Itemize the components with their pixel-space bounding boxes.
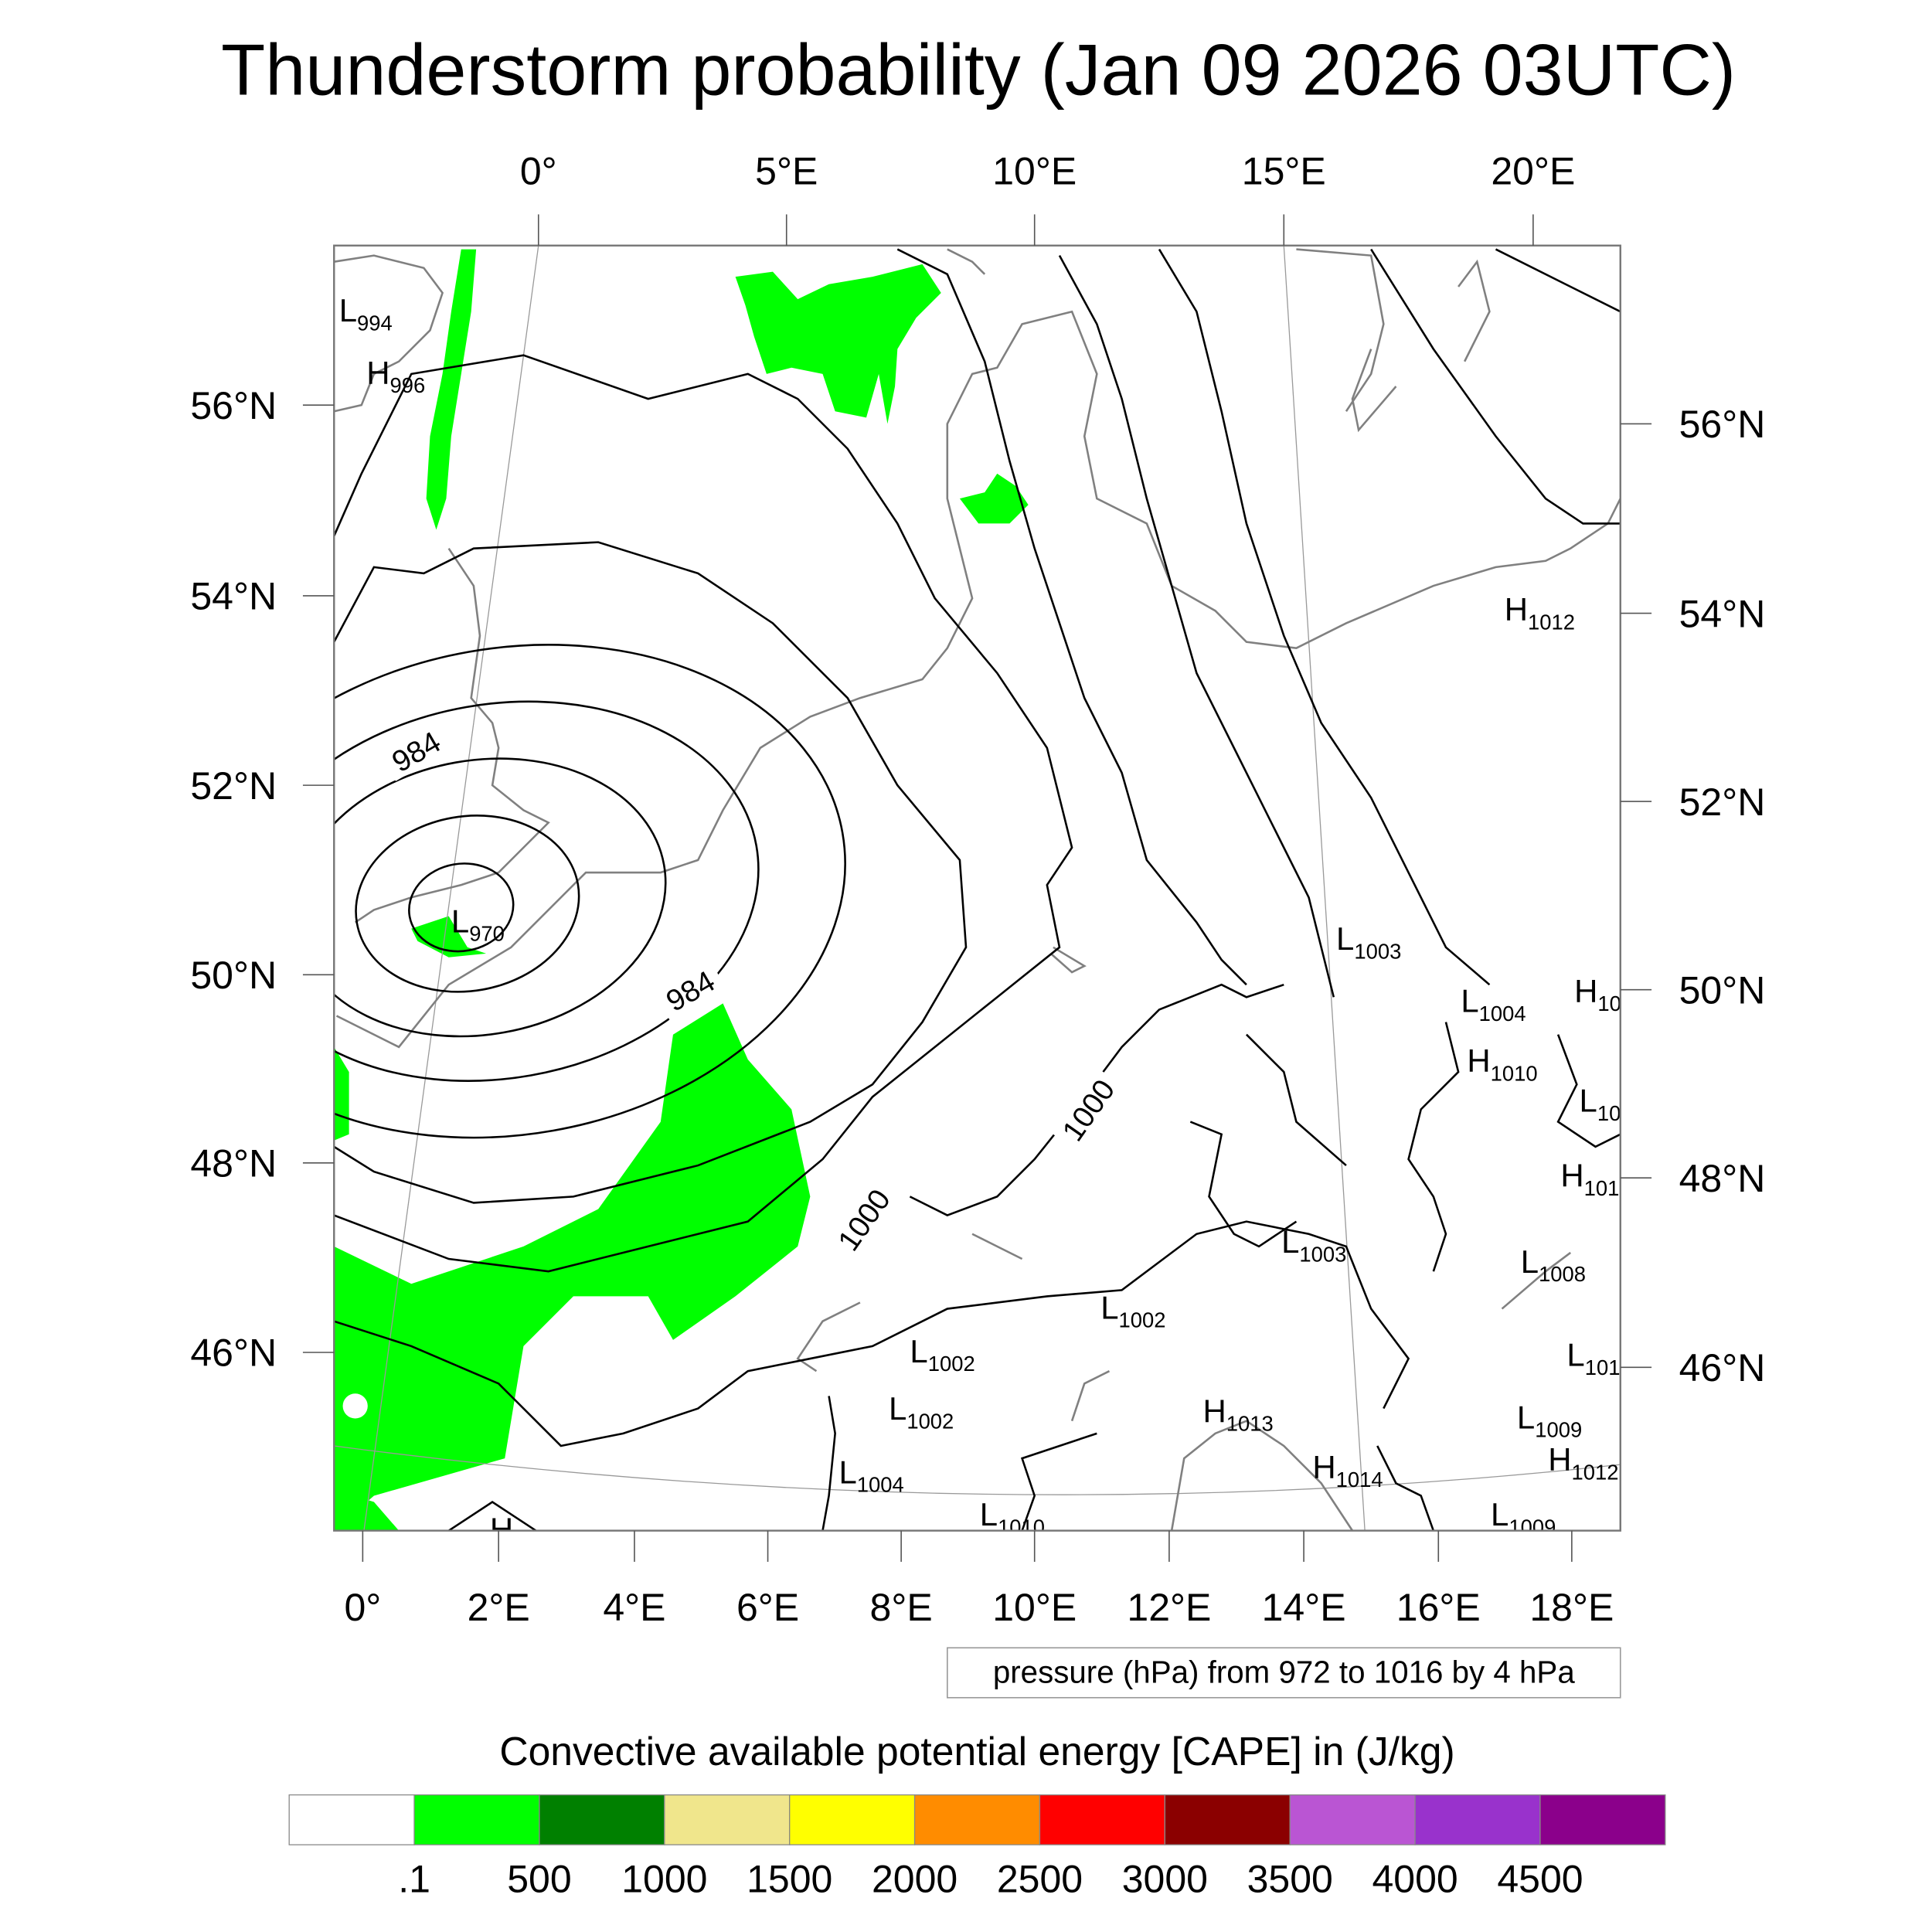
- top-lon-label: 10°E: [992, 150, 1077, 193]
- axis-labels: 0° 5°E 10°E 15°E 20°E 0° 2°E 4°E 6°E 8°E 10°E 12°E 1…: [190, 150, 1765, 1629]
- colorbar-label: 2000: [872, 1857, 957, 1900]
- pressure-center-high: H996: [366, 355, 425, 397]
- cape-region-denmark: [959, 473, 1029, 524]
- pressure-center-low: L1008: [1521, 1243, 1586, 1286]
- pressure-center-low: L1009: [1517, 1399, 1582, 1441]
- left-lat-label: 46°N: [190, 1332, 277, 1375]
- colorbar-label: 4500: [1497, 1857, 1583, 1900]
- bottom-lon-label: 18°E: [1529, 1586, 1614, 1629]
- top-lon-label: 0°: [520, 150, 557, 193]
- cape-region-uk-coast: [426, 249, 477, 530]
- colorbar-label: 3000: [1122, 1857, 1208, 1900]
- plot-frame: [333, 244, 1621, 1532]
- right-lat-label: 56°N: [1679, 403, 1766, 446]
- pressure-centers: L994 H996 L970 H1012 L1003 L1004 H10 H1010 L10 H1…: [339, 292, 1621, 1548]
- top-lon-label: 15°E: [1242, 150, 1326, 193]
- bottom-lon-label: 2°E: [468, 1586, 530, 1629]
- coastlines: [334, 248, 1621, 1531]
- colorbar: .1 500 1000 1500 2000 2500 3000 3500 4000 4500: [288, 1794, 1666, 1900]
- pressure-center-high: H1012: [1505, 591, 1575, 634]
- bottom-lon-label: 14°E: [1262, 1586, 1346, 1629]
- pressure-center-low: L1003: [1336, 920, 1401, 963]
- pressure-center-high: H10: [1574, 973, 1621, 1015]
- colorbar-swatch: [789, 1794, 916, 1845]
- cape-region-north-sea: [735, 264, 941, 424]
- bottom-lon-label: 6°E: [736, 1586, 799, 1629]
- colorbar-label: 500: [507, 1857, 571, 1900]
- cape-region-southwest: [334, 1003, 811, 1531]
- pressure-center-low: L970: [451, 903, 505, 945]
- bottom-lon-label: 4°E: [603, 1586, 665, 1629]
- cape-region-channel: [411, 916, 487, 957]
- pressure-center-high: H1010: [1467, 1043, 1537, 1085]
- right-lat-label: 48°N: [1679, 1157, 1766, 1200]
- colorbar-swatch: [539, 1794, 665, 1845]
- pressure-center-low: L1002: [910, 1333, 975, 1376]
- pressure-center-low: L1009: [1491, 1496, 1556, 1539]
- colorbar-swatch: [413, 1794, 540, 1845]
- cape-field: [334, 249, 1029, 1531]
- pressure-center-low: L1002: [889, 1390, 954, 1433]
- colorbar-label: 3500: [1247, 1857, 1333, 1900]
- left-lat-label: 52°N: [190, 764, 277, 808]
- pressure-note: pressure (hPa) from 972 to 1016 by 4 hPa: [993, 1654, 1576, 1689]
- colorbar-label: 1500: [747, 1857, 832, 1900]
- colorbar-swatch: [1414, 1794, 1541, 1845]
- pressure-center-high: H101: [1560, 1157, 1619, 1199]
- pressure-center-high: H1012: [1548, 1441, 1618, 1484]
- right-lat-label: 52°N: [1679, 781, 1766, 824]
- left-lat-label: 48°N: [190, 1142, 277, 1185]
- pressure-center-low: L10: [1580, 1083, 1621, 1125]
- left-lat-label: 56°N: [190, 384, 277, 427]
- map-plot-area: 984 984 1000 1000 L994H996L970H1012L1003…: [334, 245, 1621, 1548]
- left-lat-label: 54°N: [190, 575, 277, 618]
- colorbar-label: .1: [398, 1857, 430, 1900]
- pressure-center-low: L1002: [1100, 1289, 1165, 1332]
- colorbar-label: 2500: [997, 1857, 1083, 1900]
- colorbar-swatch: [1039, 1794, 1165, 1845]
- bottom-lon-label: 8°E: [870, 1586, 933, 1629]
- top-lon-label: 20°E: [1491, 150, 1575, 193]
- right-lat-label: 50°N: [1679, 968, 1766, 1012]
- pressure-center-low: L1004: [1461, 983, 1526, 1026]
- bottom-lon-label: 0°: [344, 1586, 381, 1629]
- right-lat-label: 54°N: [1679, 592, 1766, 635]
- bottom-lon-label: 12°E: [1127, 1586, 1211, 1629]
- colorbar-swatch: [288, 1794, 415, 1845]
- figure-title: Thunderstorm probability (Jan 09 2026 03…: [221, 29, 1736, 111]
- pressure-center-low: L1003: [1281, 1223, 1346, 1266]
- pressure-center-high: H1013: [1202, 1393, 1273, 1435]
- pressure-center-low: L994: [339, 292, 393, 335]
- bottom-lon-label: 16°E: [1396, 1586, 1481, 1629]
- axis-ticks: [302, 214, 1652, 1562]
- colorbar-swatch: [1164, 1794, 1291, 1845]
- colorbar-title: Convective available potential energy [C…: [499, 1729, 1454, 1774]
- top-lon-label: 5°E: [755, 150, 818, 193]
- bottom-lon-label: 10°E: [992, 1586, 1077, 1629]
- pressure-note-box: [947, 1647, 1621, 1699]
- colorbar-swatch: [913, 1794, 1041, 1845]
- pressure-center-high: H1014: [1312, 1449, 1383, 1492]
- pressure-center-low: L1010: [980, 1496, 1045, 1539]
- colorbar-swatch: [1539, 1794, 1666, 1845]
- colorbar-swatch: [664, 1794, 791, 1845]
- pressure-center-low: L101: [1566, 1337, 1620, 1379]
- colorbar-label: 4000: [1372, 1857, 1458, 1900]
- pressure-center-high: H: [490, 1512, 513, 1548]
- colorbar-label: 1000: [621, 1857, 707, 1900]
- colorbar-swatch: [1289, 1794, 1416, 1845]
- right-lat-label: 46°N: [1679, 1346, 1766, 1389]
- pressure-center-low: L1004: [838, 1454, 903, 1496]
- left-lat-label: 50°N: [190, 954, 277, 997]
- isobars: [334, 248, 1621, 1531]
